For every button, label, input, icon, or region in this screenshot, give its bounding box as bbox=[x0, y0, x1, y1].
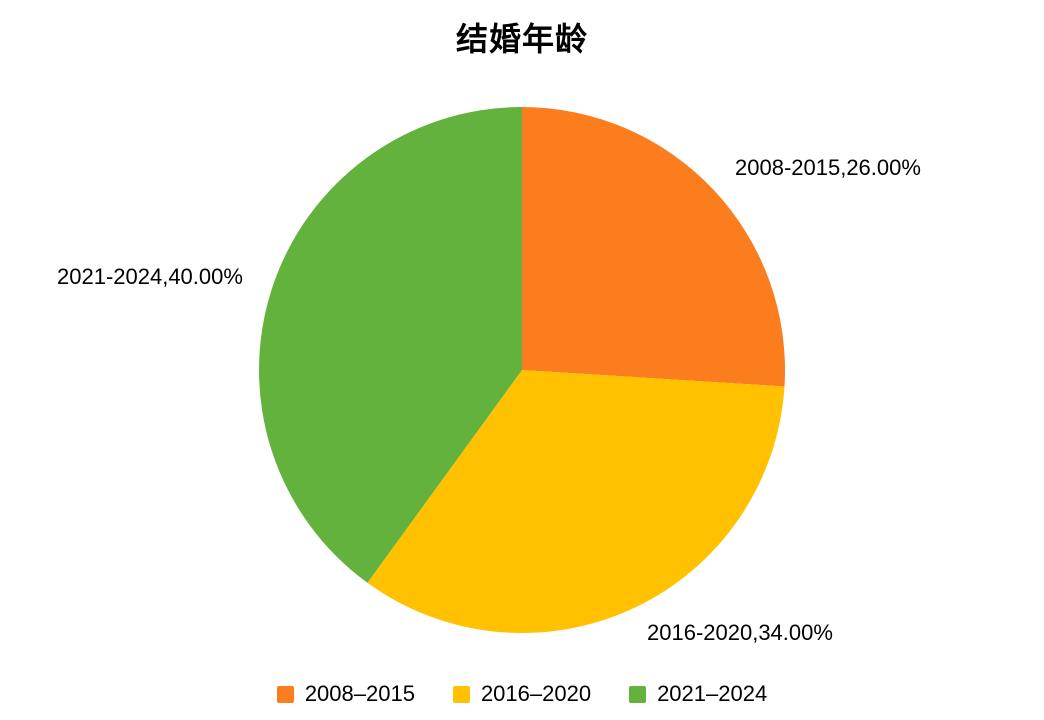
legend: 2008–2015 2016–2020 2021–2024 bbox=[0, 681, 1044, 707]
legend-marker-2008-2015 bbox=[276, 685, 294, 703]
pie-slice-2021-2024[interactable] bbox=[258, 107, 522, 583]
slice-label-2008-2015: 2008-2015,26.00% bbox=[735, 155, 921, 180]
legend-item-2016-2020[interactable]: 2016–2020 bbox=[452, 681, 592, 707]
slice-label-2021-2024: 2021-2024,40.00% bbox=[57, 264, 243, 289]
legend-label-2021-2024: 2021–2024 bbox=[657, 681, 768, 706]
pie-slice-2008-2015[interactable] bbox=[522, 107, 785, 387]
legend-marker-2016-2020 bbox=[452, 685, 470, 703]
pie-slice-2016-2020[interactable] bbox=[367, 370, 785, 633]
chart-title: 结婚年龄 bbox=[455, 21, 588, 57]
legend-label-2008-2015: 2008–2015 bbox=[304, 681, 415, 706]
legend-marker-2021-2024 bbox=[629, 685, 647, 703]
legend-item-2008-2015[interactable]: 2008–2015 bbox=[276, 681, 415, 707]
slice-label-2016-2020: 2016-2020,34.00% bbox=[647, 620, 833, 645]
legend-label-2016-2020: 2016–2020 bbox=[480, 681, 592, 706]
legend-item-2021-2024[interactable]: 2021–2024 bbox=[629, 681, 767, 707]
